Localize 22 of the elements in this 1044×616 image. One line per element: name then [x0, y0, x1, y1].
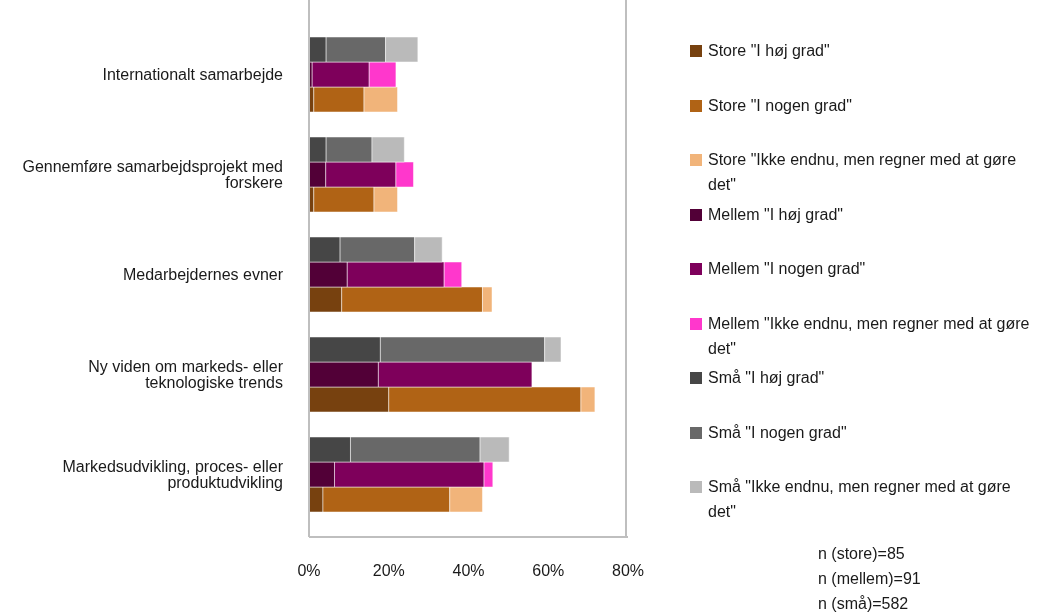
y-tick-label: Markedsudvikling, proces- eller produktudvikling: [62, 458, 284, 492]
text: n (mellem)=91: [818, 569, 921, 589]
legend-label: Mellem "I nogen grad": [708, 259, 866, 279]
legend-label: Store "I høj grad": [708, 41, 830, 61]
y-tick-label: Internationalt samarbejde: [102, 66, 284, 84]
x-tick-label: 60%: [532, 562, 565, 580]
text: n (små)=582: [818, 594, 910, 614]
legend-label: Store "Ikke endnu, men regner med at gøre det": [708, 150, 1018, 195]
legend-label: Store "I nogen grad": [708, 95, 852, 116]
y-tick-label: Ny viden om markeds- eller teknologiske trends: [88, 358, 284, 392]
x-tick-label: 20%: [372, 562, 405, 580]
x-tick-label: 80%: [611, 562, 645, 580]
legend-label: Små "Ikke endnu, men regner med at gøre det": [708, 477, 1012, 522]
legend-label: Små "I nogen grad": [708, 422, 847, 443]
legend-label: Mellem "Ikke endnu, men regner med at gøre det": [708, 313, 1031, 359]
x-tick-label: 0%: [297, 562, 321, 580]
legend-label: Mellem "I høj grad": [708, 204, 843, 225]
text: n (store)=85: [818, 544, 906, 564]
y-tick-label: Gennemføre samarbejdsprojekt med forskere: [22, 158, 284, 192]
legend-label: Små "I høj grad": [708, 368, 825, 388]
x-tick-label: 40%: [452, 562, 485, 580]
y-tick-label: Medarbejdernes evner: [122, 266, 284, 284]
